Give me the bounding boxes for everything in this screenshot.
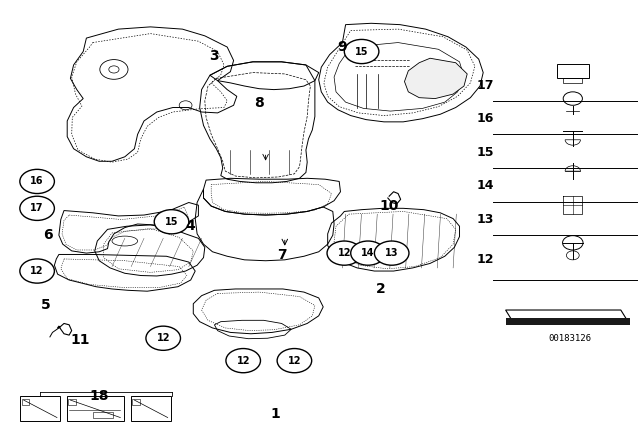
- Circle shape: [146, 326, 180, 350]
- Text: 17: 17: [476, 78, 494, 92]
- Bar: [131, 396, 171, 421]
- Bar: [22, 399, 29, 405]
- Bar: [67, 396, 124, 421]
- Text: 12: 12: [30, 266, 44, 276]
- Circle shape: [277, 349, 312, 373]
- Text: 10: 10: [380, 199, 399, 213]
- Bar: [557, 64, 589, 78]
- Text: 17: 17: [30, 203, 44, 213]
- Circle shape: [20, 259, 54, 283]
- Text: 6: 6: [43, 228, 53, 242]
- Circle shape: [344, 39, 379, 64]
- Text: 8: 8: [254, 96, 264, 110]
- Bar: [93, 412, 113, 418]
- Text: 14: 14: [361, 248, 375, 258]
- Bar: [68, 399, 76, 405]
- Text: 12: 12: [156, 333, 170, 343]
- Text: 5: 5: [41, 297, 51, 312]
- Text: 2: 2: [376, 282, 386, 296]
- Bar: [132, 399, 140, 405]
- Polygon shape: [404, 58, 467, 99]
- Text: 14: 14: [476, 179, 494, 193]
- Text: 9: 9: [337, 40, 348, 54]
- Circle shape: [374, 241, 409, 265]
- Text: 4: 4: [186, 219, 196, 233]
- Bar: [506, 318, 630, 325]
- Text: 12: 12: [337, 248, 351, 258]
- Text: 15: 15: [164, 217, 179, 227]
- Text: 3: 3: [209, 49, 220, 63]
- Text: 15: 15: [476, 146, 494, 159]
- Circle shape: [327, 241, 362, 265]
- Text: 7: 7: [276, 248, 287, 263]
- Text: 1: 1: [270, 407, 280, 422]
- Text: 11: 11: [71, 333, 90, 348]
- Text: 12: 12: [476, 253, 494, 267]
- Text: 18: 18: [90, 389, 109, 404]
- Bar: [563, 78, 582, 83]
- Text: 12: 12: [287, 356, 301, 366]
- Text: 00183126: 00183126: [548, 334, 591, 343]
- Bar: [20, 396, 60, 421]
- Circle shape: [226, 349, 260, 373]
- Circle shape: [351, 241, 385, 265]
- Text: 15: 15: [355, 47, 369, 56]
- Text: 16: 16: [30, 177, 44, 186]
- Text: 16: 16: [476, 112, 494, 125]
- Text: 13: 13: [385, 248, 399, 258]
- Text: 13: 13: [476, 213, 494, 226]
- Circle shape: [20, 169, 54, 194]
- Text: 12: 12: [236, 356, 250, 366]
- Circle shape: [20, 196, 54, 220]
- Circle shape: [154, 210, 189, 234]
